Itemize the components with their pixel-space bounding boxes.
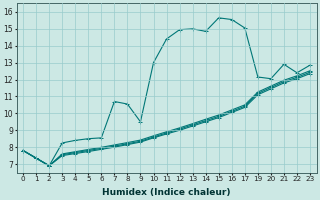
X-axis label: Humidex (Indice chaleur): Humidex (Indice chaleur) [102,188,231,197]
